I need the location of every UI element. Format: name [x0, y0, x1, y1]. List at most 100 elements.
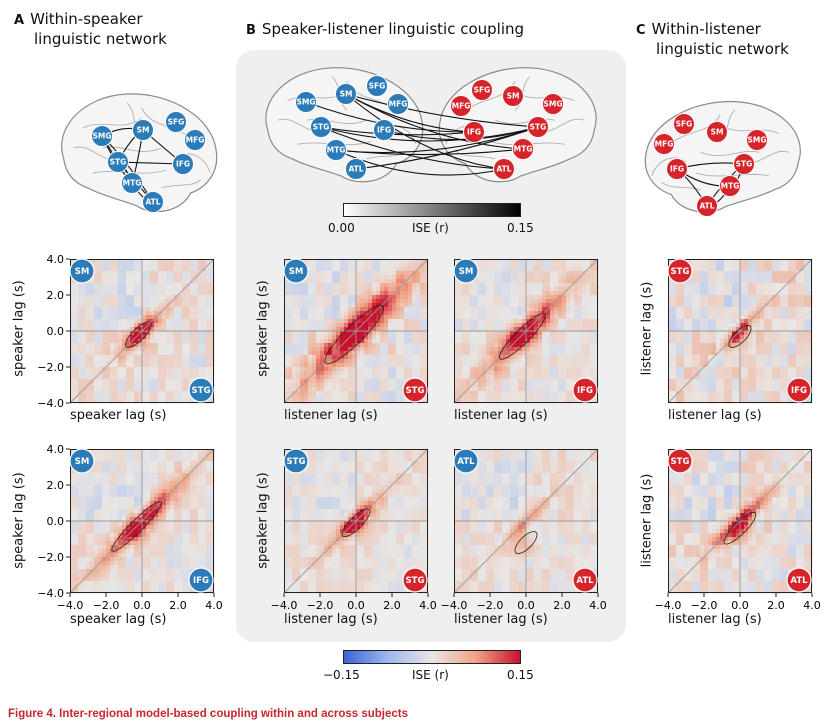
svg-text:MFG: MFG [452, 102, 471, 111]
svg-text:STG: STG [530, 123, 547, 132]
x-tick-label: 4.0 [205, 599, 223, 612]
svg-text:IFG: IFG [670, 165, 684, 174]
svg-text:SM: SM [507, 92, 520, 101]
region-badge-ifg: IFG [786, 377, 812, 403]
x-tick-label: −2.0 [477, 599, 504, 612]
node-mtg-listener: MTG [719, 175, 741, 197]
node-smg-speaker: SMG [295, 91, 317, 113]
listener-brain-diagram: SFG SM MFG SMG IFG STG MTG ATL [644, 101, 801, 217]
heatmap-b2: SM IFG [418, 253, 612, 425]
svg-text:SMG: SMG [543, 100, 562, 109]
heatmap-b3: −4.0 −2.0 0.0 2.0 4.0 STG STG [248, 443, 442, 615]
svg-text:STG: STG [406, 386, 425, 396]
svg-text:ATL: ATL [699, 202, 714, 211]
svg-text:SFG: SFG [369, 82, 386, 91]
diverging-colorbar-label: ISE (r) [412, 668, 449, 682]
svg-text:SFG: SFG [676, 120, 693, 129]
panel-a-title: A Within-speaker linguistic network [14, 10, 167, 48]
x-tick-label: 4.0 [419, 599, 437, 612]
node-mfg-listener: MFG [450, 95, 472, 117]
svg-text:MTG: MTG [327, 146, 346, 155]
x-tick-label: −4.0 [57, 599, 84, 612]
region-badge-atl: ATL [572, 567, 598, 593]
node-mtg-speaker: MTG [325, 139, 347, 161]
plot-b4-xlabel: listener lag (s) [454, 612, 548, 627]
heatmap-c2: −4.0 −2.0 0.0 2.0 4.0 STG ATL [632, 443, 826, 615]
svg-text:ATL: ATL [145, 198, 160, 207]
coupling-brain-diagram: SM SFG SMG MFG STG IFG MTG ATL SFG SM MFG SMG IFG STG… [265, 67, 597, 183]
node-stg-speaker: STG [310, 116, 332, 138]
node-sfg-speaker: SFG [366, 75, 388, 97]
svg-text:STG: STG [736, 160, 753, 169]
region-badge-stg: STG [188, 377, 214, 403]
svg-text:SMG: SMG [747, 136, 766, 145]
node-atl-listener: ATL [696, 195, 718, 217]
svg-text:SFG: SFG [474, 86, 491, 95]
heatmap-b4: −4.0 −2.0 0.0 2.0 4.0 ATL ATL [418, 443, 612, 615]
node-mfg-speaker: MFG [387, 93, 409, 115]
x-tick-label: −2.0 [307, 599, 334, 612]
x-tick-label: 0.0 [347, 599, 365, 612]
plot-c2-ylabel: listener lag (s) [639, 473, 655, 568]
svg-text:MFG: MFG [655, 140, 674, 149]
region-badge-stg: STG [402, 567, 428, 593]
x-tick-label: 2.0 [383, 599, 401, 612]
y-tick-label: 0.0 [47, 515, 65, 528]
gray-colorbar-label: ISE (r) [412, 221, 449, 235]
x-tick-label: −2.0 [93, 599, 120, 612]
svg-text:IFG: IFG [467, 128, 481, 137]
node-atl-speaker: ATL [345, 158, 367, 180]
node-mfg-speaker: MFG [184, 129, 206, 151]
x-tick-label: 4.0 [589, 599, 607, 612]
region-badge-stg: STG [667, 258, 693, 284]
region-badge-atl: ATL [453, 448, 479, 474]
region-badge-stg: STG [402, 377, 428, 403]
x-tick-label: 2.0 [553, 599, 571, 612]
svg-text:MTG: MTG [123, 179, 142, 188]
plot-b2-xlabel: listener lag (s) [454, 408, 548, 423]
plot-b1-ylabel: speaker lag (s) [255, 280, 271, 377]
region-badge-sm: SM [69, 448, 95, 474]
plot-a1-ylabel: speaker lag (s) [11, 280, 27, 377]
node-sm-listener: SM [706, 121, 728, 143]
svg-text:SM: SM [75, 457, 90, 467]
node-ifg-listener: IFG [666, 158, 688, 180]
node-mfg-listener: MFG [653, 133, 675, 155]
x-tick-label: −4.0 [271, 599, 298, 612]
svg-text:SM: SM [289, 267, 304, 277]
panel-b-title: B Speaker-listener linguistic coupling [246, 20, 525, 38]
node-stg-listener: STG [733, 153, 755, 175]
svg-text:SM: SM [711, 128, 724, 137]
x-tick-label: 0.0 [133, 599, 151, 612]
y-tick-label: −4.0 [37, 587, 64, 600]
panel-c-title: C Within-listener linguistic network [636, 20, 789, 58]
svg-text:ATL: ATL [496, 165, 511, 174]
svg-text:STG: STG [313, 123, 330, 132]
x-tick-label: −2.0 [691, 599, 718, 612]
y-tick-label: 2.0 [47, 479, 65, 492]
diverging-colorbar-min: −0.15 [323, 668, 360, 682]
region-badge-stg: STG [283, 448, 309, 474]
node-stg-speaker: STG [107, 151, 129, 173]
y-tick-label: 4.0 [47, 443, 65, 456]
diverging-colorbar [343, 650, 521, 664]
node-sm-listener: SM [502, 85, 524, 107]
svg-text:IFG: IFG [176, 160, 190, 169]
y-tick-label: −2.0 [37, 361, 64, 374]
y-tick-label: 2.0 [47, 289, 65, 302]
plot-c1-xlabel: listener lag (s) [668, 408, 762, 423]
plot-b1-xlabel: listener lag (s) [284, 408, 378, 423]
plot-a2-xlabel: speaker lag (s) [70, 612, 167, 627]
svg-text:IFG: IFG [193, 576, 209, 586]
svg-text:SM: SM [75, 267, 90, 277]
y-tick-label: 4.0 [47, 253, 65, 266]
node-atl-speaker: ATL [142, 191, 164, 213]
svg-text:SMG: SMG [92, 132, 111, 141]
x-tick-label: −4.0 [441, 599, 468, 612]
svg-text:IFG: IFG [377, 126, 391, 135]
node-sfg-listener: SFG [673, 113, 695, 135]
node-mtg-listener: MTG [512, 138, 534, 160]
y-tick-label: −4.0 [37, 397, 64, 410]
node-sm-speaker: SM [132, 119, 154, 141]
